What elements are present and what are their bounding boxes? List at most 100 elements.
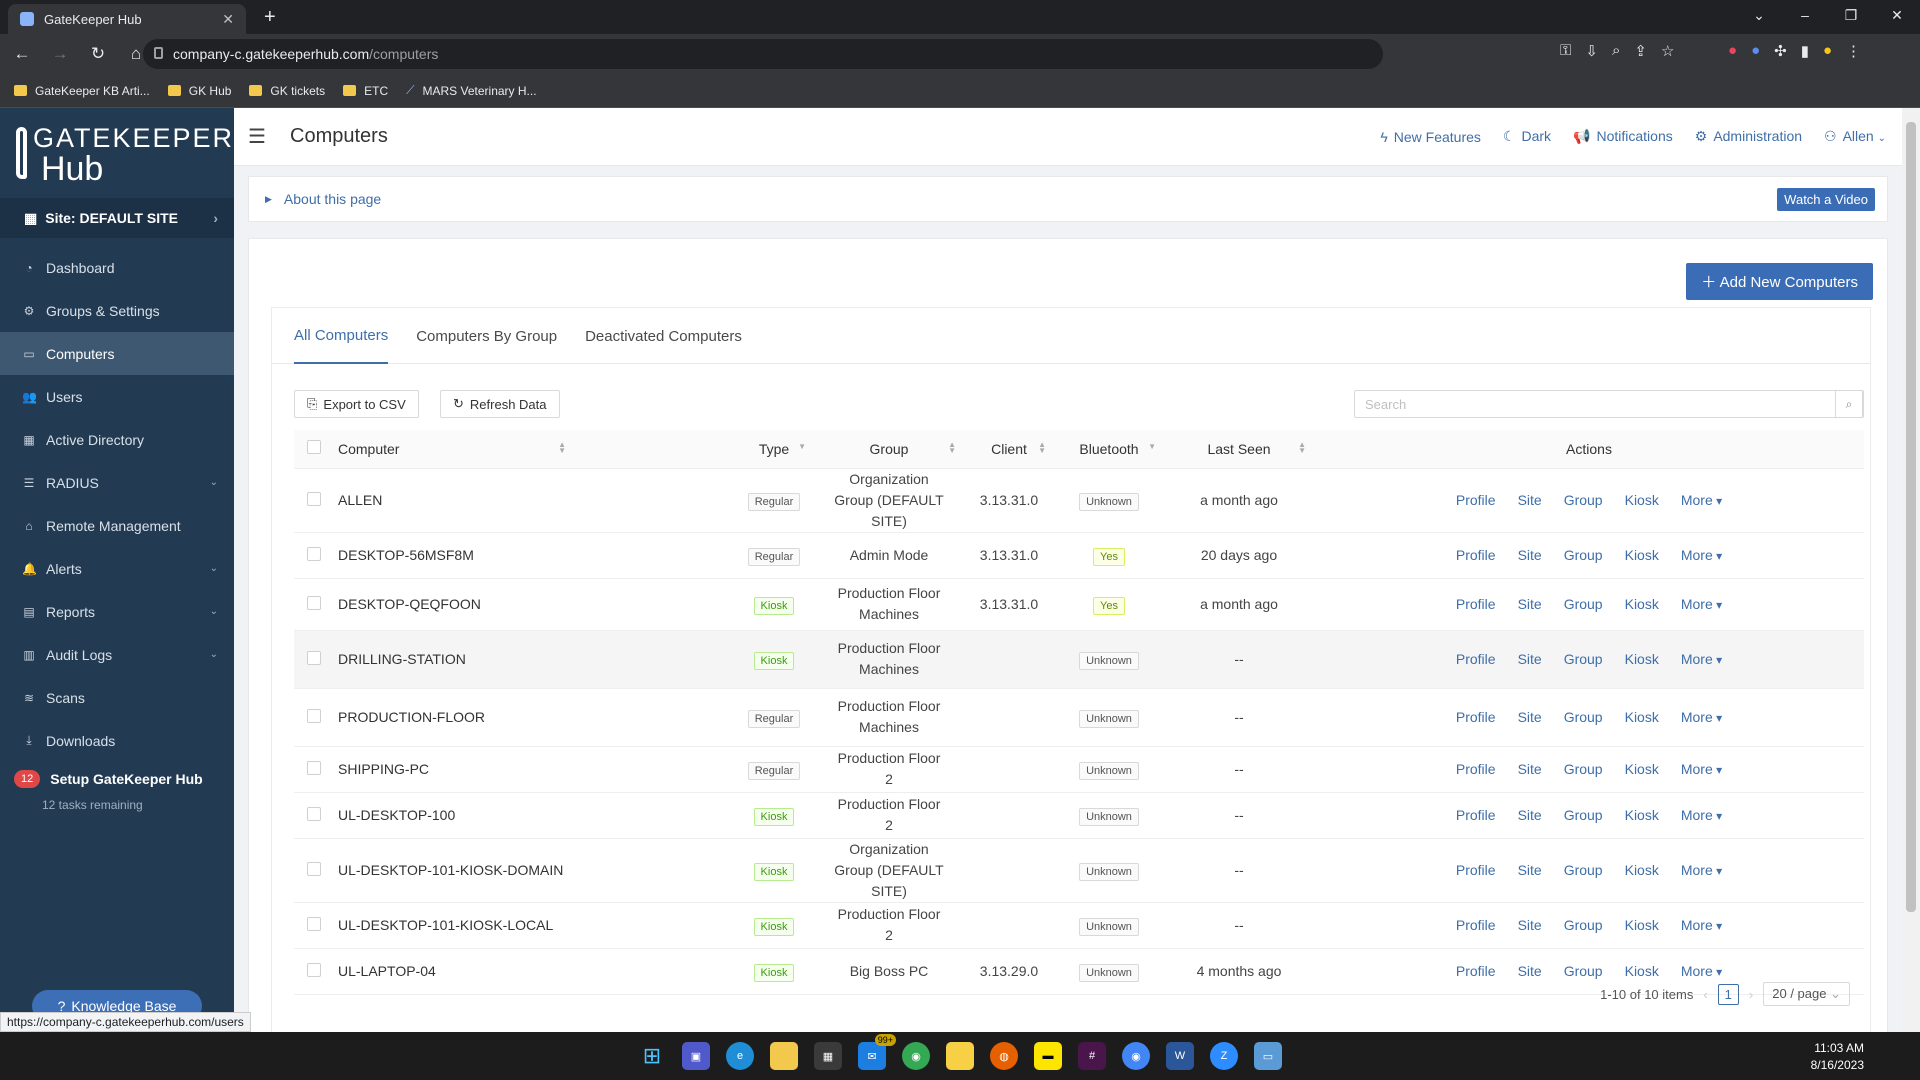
profile-link[interactable]: Profile	[1455, 917, 1496, 933]
column-last-seen[interactable]: Last Seen ▲ ▼	[1164, 430, 1314, 469]
more-dropdown[interactable]: More	[1681, 917, 1722, 933]
table-row[interactable]: DRILLING-STATION Kiosk Production Floor Ma…	[294, 630, 1864, 689]
refresh-data-button[interactable]: ↻ Refresh Data	[440, 390, 560, 418]
table-row[interactable]: SHIPPING-PC Regular Production Floor 2 Unkn…	[294, 746, 1864, 793]
app-window-icon[interactable]: ▭	[1254, 1042, 1282, 1070]
prev-page-icon[interactable]: ‹	[1703, 986, 1708, 1002]
profile-avatar-icon[interactable]: ●	[1822, 42, 1833, 59]
more-dropdown[interactable]: More	[1681, 761, 1722, 777]
export-csv-button[interactable]: ⎘ Export to CSV	[294, 390, 419, 418]
menu-toggle-icon[interactable]: ☰	[248, 126, 266, 148]
mail-icon[interactable]: ✉ 99+	[858, 1034, 896, 1070]
row-checkbox-cell[interactable]	[294, 838, 334, 903]
table-row[interactable]: PRODUCTION-FLOOR Regular Production Floor …	[294, 688, 1864, 747]
slack-icon[interactable]: #	[1078, 1042, 1106, 1070]
firefox-icon[interactable]: ◍	[990, 1042, 1018, 1070]
profile-link[interactable]: Profile	[1455, 709, 1496, 725]
checkbox[interactable]	[307, 491, 321, 506]
site-link[interactable]: Site	[1517, 917, 1542, 933]
computer-name[interactable]: DESKTOP-QEQFOON	[334, 578, 574, 631]
bookmark-item[interactable]: ETC	[343, 84, 388, 98]
sidebar-item-scans[interactable]: ≋ Scans	[23, 689, 85, 706]
computer-name[interactable]: UL-DESKTOP-100	[334, 792, 574, 839]
administration-link[interactable]: ⚙ Administration	[1694, 128, 1803, 144]
computer-name[interactable]: PRODUCTION-FLOOR	[334, 688, 574, 747]
table-row[interactable]: DESKTOP-QEQFOON Kiosk Production Floor Mac…	[294, 578, 1864, 631]
row-checkbox-cell[interactable]	[294, 630, 334, 689]
more-dropdown[interactable]: More	[1681, 862, 1722, 878]
sidebar-item-dashboard[interactable]: ◔ Dashboard	[0, 246, 234, 289]
kiosk-link[interactable]: Kiosk	[1624, 651, 1659, 667]
notifications-link[interactable]: 📢 Notifications	[1573, 128, 1673, 144]
install-icon[interactable]: ⇩	[1585, 43, 1598, 60]
filter-icon[interactable]: ▼	[798, 442, 806, 451]
search-icon[interactable]: ⌕	[1835, 390, 1863, 418]
new-features-link[interactable]: ϟ New Features	[1380, 128, 1481, 145]
table-row[interactable]: ALLEN Regular Organization Group (DEFAULT …	[294, 468, 1864, 533]
more-dropdown[interactable]: More	[1681, 709, 1722, 725]
add-new-computers-button[interactable]: ＋ Add New Computers	[1686, 263, 1873, 300]
bookmark-item[interactable]: GK Hub	[167, 84, 231, 98]
gatekeeper-logo[interactable]: GATEKEEPER Hub	[0, 108, 234, 198]
scrollbar-thumb[interactable]	[1906, 122, 1916, 912]
computer-name[interactable]: UL-DESKTOP-101-KIOSK-DOMAIN	[334, 838, 574, 903]
checkbox[interactable]	[307, 650, 321, 665]
profile-link[interactable]: Profile	[1455, 862, 1496, 878]
share-icon[interactable]: ⇪	[1634, 43, 1647, 60]
row-checkbox-cell[interactable]	[294, 578, 334, 631]
group-link[interactable]: Group	[1563, 651, 1603, 667]
sidebar-item-computers[interactable]: ▭ Computers	[0, 332, 234, 375]
sidepanel-icon[interactable]: ▮	[1800, 43, 1809, 60]
browser-tab[interactable]: GateKeeper Hub ✕	[8, 4, 246, 34]
sidebar-item-audit-logs[interactable]: ▥ Audit Logs ⌄	[23, 646, 218, 663]
sidebar-item-downloads[interactable]: ⤓ Downloads	[0, 719, 234, 762]
site-link[interactable]: Site	[1517, 862, 1542, 878]
row-checkbox-cell[interactable]	[294, 948, 334, 995]
table-row[interactable]: UL-DESKTOP-100 Kiosk Production Floor 2 Unk…	[294, 792, 1864, 839]
checkbox[interactable]	[307, 962, 321, 977]
column-group[interactable]: Group ▲ ▼	[814, 430, 964, 469]
puzzle-icon[interactable]: ✣	[1774, 43, 1787, 60]
kiosk-link[interactable]: Kiosk	[1624, 917, 1659, 933]
teams-icon[interactable]: ▣	[682, 1042, 710, 1070]
group-link[interactable]: Group	[1563, 547, 1603, 563]
kiosk-link[interactable]: Kiosk	[1624, 761, 1659, 777]
sidebar-item-active-directory[interactable]: ▦ Active Directory	[23, 431, 145, 448]
page-size-select[interactable]: 20 / page ⌄	[1763, 982, 1850, 1006]
computer-name[interactable]: ALLEN	[334, 468, 574, 533]
sidebar-item-reports[interactable]: ▤ Reports ⌄	[23, 603, 218, 620]
row-checkbox-cell[interactable]	[294, 468, 334, 533]
close-tab-icon[interactable]: ✕	[222, 10, 234, 27]
sort-icon[interactable]: ▲ ▼	[948, 440, 956, 455]
about-collapse[interactable]: ▶ About this page Watch a Video	[248, 176, 1888, 222]
star-icon[interactable]: ☆	[1660, 43, 1675, 60]
more-dropdown[interactable]: More	[1681, 492, 1722, 508]
column-bluetooth[interactable]: Bluetooth ▼	[1054, 430, 1164, 469]
site-link[interactable]: Site	[1517, 596, 1542, 612]
tab-all-computers[interactable]: All Computers	[294, 308, 389, 364]
file-explorer-icon[interactable]	[770, 1042, 798, 1070]
kiosk-link[interactable]: Kiosk	[1624, 963, 1659, 979]
filter-icon[interactable]: ▼	[1148, 442, 1156, 451]
checkbox[interactable]	[307, 546, 321, 561]
sidebar-item-radius[interactable]: ☰ RADIUS ⌄	[23, 474, 218, 491]
profile-link[interactable]: Profile	[1455, 596, 1496, 612]
group-link[interactable]: Group	[1563, 492, 1603, 508]
close-window-icon[interactable]: ✕	[1891, 6, 1903, 23]
profile-link[interactable]: Profile	[1455, 807, 1496, 823]
key-icon[interactable]: ⚿	[1560, 42, 1572, 59]
forward-icon[interactable]: →	[51, 44, 69, 63]
computer-name[interactable]: UL-LAPTOP-04	[334, 948, 574, 995]
dark-mode-toggle[interactable]: ☾ Dark	[1502, 128, 1552, 144]
next-page-icon[interactable]: ›	[1748, 986, 1754, 1002]
windows-start-icon[interactable]: ⊞	[642, 1043, 662, 1068]
reload-icon[interactable]: ↻	[90, 44, 106, 63]
table-row[interactable]: DESKTOP-56MSF8M Regular Admin Mode 3.13.31.…	[294, 532, 1864, 579]
table-row[interactable]: UL-DESKTOP-101-KIOSK-DOMAIN Kiosk Organiza…	[294, 838, 1864, 903]
sidebar-item-remote-management[interactable]: ⌂ Remote Management	[0, 504, 234, 547]
tab-computers-by-group[interactable]: Computers By Group	[416, 327, 558, 345]
site-link[interactable]: Site	[1517, 492, 1542, 508]
site-link[interactable]: Site	[1517, 709, 1542, 725]
column-computer[interactable]: Computer ▲ ▼	[334, 430, 574, 469]
site-link[interactable]: Site	[1517, 651, 1542, 667]
